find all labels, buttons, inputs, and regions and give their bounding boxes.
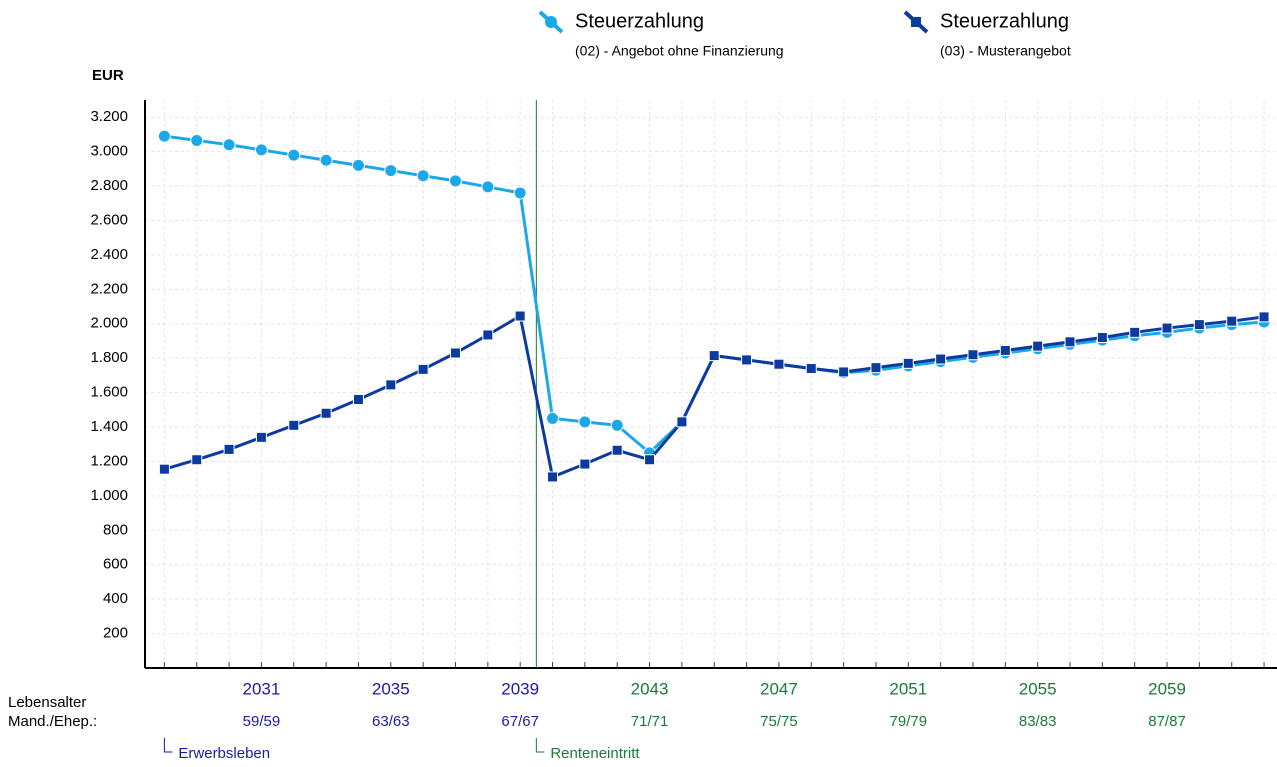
legend-label: Steuerzahlung: [940, 10, 1069, 32]
data-point: [999, 344, 1011, 356]
age-label: 63/63: [372, 713, 410, 730]
age-label: 67/67: [501, 713, 539, 730]
x-tick-label: 2043: [631, 679, 669, 698]
annotation-bracket: [163, 738, 173, 753]
y-tick-label: 1.800: [90, 349, 128, 366]
data-point: [644, 454, 656, 466]
data-point: [1032, 340, 1044, 352]
data-point: [319, 153, 333, 167]
age-label: 71/71: [631, 713, 669, 730]
legend-swatch: [911, 17, 921, 27]
y-tick-label: 1.000: [90, 487, 128, 504]
data-point: [741, 354, 753, 366]
data-point: [223, 443, 235, 455]
data-point: [1226, 315, 1238, 327]
y-tick-label: 200: [103, 625, 128, 642]
data-point: [1193, 319, 1205, 331]
age-label: 75/75: [760, 713, 798, 730]
data-point: [513, 186, 527, 200]
data-point: [384, 164, 398, 178]
data-point: [1096, 332, 1108, 344]
data-point: [448, 174, 462, 188]
age-label: 83/83: [1019, 713, 1057, 730]
data-point: [611, 444, 623, 456]
data-point: [416, 169, 430, 183]
y-tick-label: 1.600: [90, 384, 128, 401]
x-tick-label: 2039: [501, 679, 539, 698]
data-point: [838, 366, 850, 378]
data-point: [254, 143, 268, 157]
x-tick-label: 2035: [372, 679, 410, 698]
y-axis-label: EUR: [92, 67, 124, 84]
data-point: [351, 158, 365, 172]
row-label: Mand./Ehep.:: [8, 713, 97, 730]
data-point: [578, 415, 592, 429]
age-label: 87/87: [1148, 713, 1186, 730]
data-point: [546, 411, 560, 425]
data-point: [481, 180, 495, 194]
y-tick-label: 2.600: [90, 211, 128, 228]
x-tick-label: 2047: [760, 679, 798, 698]
data-point: [579, 458, 591, 470]
data-point: [935, 353, 947, 365]
age-label: 59/59: [243, 713, 281, 730]
data-point: [967, 349, 979, 361]
legend-subtitle: (03) - Musterangebot: [940, 43, 1071, 59]
age-label: 79/79: [890, 713, 928, 730]
data-point: [158, 463, 170, 475]
y-tick-label: 2.800: [90, 177, 128, 194]
data-point: [352, 393, 364, 405]
data-point: [773, 358, 785, 370]
data-point: [320, 407, 332, 419]
data-point: [805, 363, 817, 375]
data-point: [902, 357, 914, 369]
legend-subtitle: (02) - Angebot ohne Finanzierung: [575, 43, 784, 59]
y-tick-label: 3.000: [90, 143, 128, 160]
data-point: [157, 129, 171, 143]
y-tick-label: 800: [103, 521, 128, 538]
data-point: [676, 416, 688, 428]
data-point: [288, 419, 300, 431]
y-tick-label: 1.400: [90, 418, 128, 435]
data-point: [1064, 336, 1076, 348]
data-point: [191, 454, 203, 466]
data-point: [287, 148, 301, 162]
annotation: Erwerbsleben: [178, 745, 270, 762]
y-tick-label: 2.000: [90, 315, 128, 332]
row-label: Lebensalter: [8, 694, 86, 711]
data-point: [870, 362, 882, 374]
x-tick-label: 2031: [243, 679, 281, 698]
data-point: [1129, 326, 1141, 338]
annotation: Renteneintritt: [550, 745, 640, 762]
data-point: [255, 431, 267, 443]
y-tick-label: 3.200: [90, 108, 128, 125]
data-point: [482, 329, 494, 341]
x-tick-label: 2059: [1148, 679, 1186, 698]
data-point: [1161, 322, 1173, 334]
data-point: [449, 347, 461, 359]
data-point: [514, 310, 526, 322]
legend-label: Steuerzahlung: [575, 10, 704, 32]
y-tick-label: 2.200: [90, 280, 128, 297]
data-point: [417, 363, 429, 375]
data-point: [708, 350, 720, 362]
data-point: [610, 418, 624, 432]
legend-swatch: [545, 16, 557, 28]
annotation-bracket: [535, 738, 545, 753]
data-point: [385, 379, 397, 391]
x-tick-label: 2051: [889, 679, 927, 698]
data-point: [547, 471, 559, 483]
y-tick-label: 600: [103, 556, 128, 573]
data-point: [1258, 311, 1270, 323]
data-point: [190, 133, 204, 147]
x-tick-label: 2055: [1019, 679, 1057, 698]
data-point: [222, 138, 236, 152]
y-tick-label: 1.200: [90, 452, 128, 469]
y-tick-label: 2.400: [90, 246, 128, 263]
y-tick-label: 400: [103, 590, 128, 607]
